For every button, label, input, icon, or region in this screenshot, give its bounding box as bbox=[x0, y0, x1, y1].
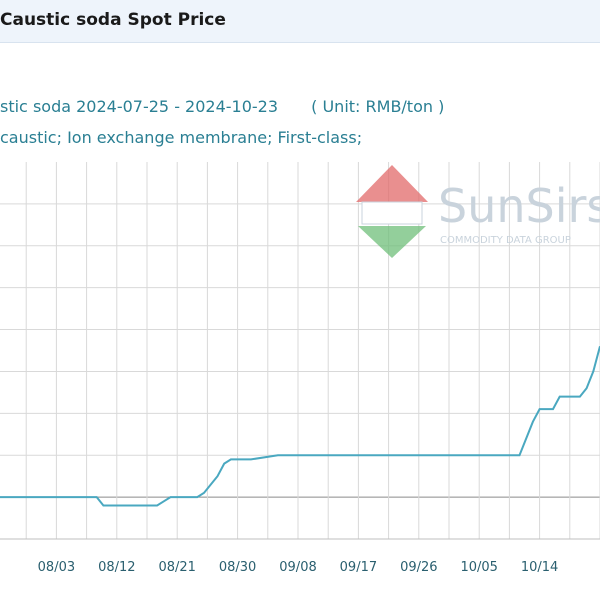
watermark-brand: SunSirs bbox=[438, 179, 600, 233]
x-tick-label: 10/05 bbox=[460, 560, 497, 575]
subtitle-date-range: 2024-07-25 - 2024-10-23 bbox=[76, 97, 279, 116]
subtitle-unit: ( Unit: RMB/ton ) bbox=[311, 97, 445, 116]
x-tick-label: 10/14 bbox=[521, 560, 558, 575]
watermark-logo-roof bbox=[356, 165, 428, 202]
x-tick-label: 08/30 bbox=[219, 560, 256, 575]
chart-subtitle-line2: caustic; Ion exchange membrane; First-cl… bbox=[0, 128, 363, 147]
x-tick-label: 09/08 bbox=[279, 560, 316, 575]
watermark-logo-wall bbox=[361, 201, 423, 225]
series-line bbox=[0, 346, 600, 507]
subtitle-product: stic soda bbox=[0, 97, 72, 116]
watermark-tagline: COMMODITY DATA GROUP bbox=[440, 235, 571, 246]
chart-subtitle-line1: stic soda 2024-07-25 - 2024-10-23 ( Unit… bbox=[0, 97, 444, 116]
x-tick-label: 09/17 bbox=[340, 560, 377, 575]
x-tick-label: 08/12 bbox=[98, 560, 135, 575]
watermark: SunSirs COMMODITY DATA GROUP bbox=[356, 165, 600, 258]
x-tick-label: 08/03 bbox=[38, 560, 75, 575]
x-tick-label: 09/26 bbox=[400, 560, 437, 575]
x-tick-label: 08/21 bbox=[158, 560, 195, 575]
watermark-logo-base bbox=[358, 226, 426, 258]
chart-title-bar: Caustic soda Spot Price bbox=[0, 0, 600, 43]
x-axis-ticks: 08/03 08/12 08/21 08/30 09/08 09/17 09/26 10/05… bbox=[38, 560, 559, 575]
chart-title: Caustic soda Spot Price bbox=[0, 10, 226, 30]
